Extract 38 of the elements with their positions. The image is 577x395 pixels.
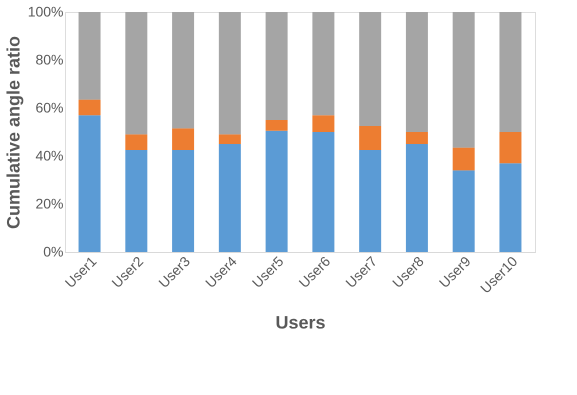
bar (452, 170, 475, 252)
bar (266, 120, 288, 131)
y-axis-title: Cumulative angle ratio (4, 36, 24, 230)
bar (172, 150, 194, 252)
bar (499, 163, 522, 252)
bar (78, 12, 101, 100)
bar (266, 130, 288, 252)
y-tick-label: 40% (35, 148, 64, 164)
bar (172, 12, 194, 128)
bar (452, 12, 475, 148)
bar (125, 150, 148, 252)
bar (359, 150, 382, 252)
bar (499, 132, 522, 164)
bar (312, 115, 334, 132)
bar (312, 12, 334, 116)
bar (218, 134, 241, 144)
bar (78, 100, 101, 116)
y-tick-label: 0% (43, 244, 64, 260)
y-tick-label: 100% (28, 4, 64, 20)
y-tick-label: 20% (35, 196, 64, 212)
bar (359, 126, 382, 150)
bar (452, 148, 475, 170)
bar (406, 144, 428, 252)
bar (172, 128, 194, 150)
bar (125, 12, 148, 134)
bar (218, 144, 241, 252)
bar (499, 12, 522, 132)
x-axis-title: Users (275, 312, 326, 332)
y-tick-label: 80% (35, 52, 64, 68)
bar (312, 132, 334, 252)
y-tick-label: 60% (35, 100, 64, 116)
bar (78, 115, 101, 252)
bar (359, 12, 382, 126)
bar (266, 12, 288, 120)
bar (125, 134, 148, 150)
bar (406, 12, 428, 132)
bar (406, 132, 428, 144)
bar (218, 12, 241, 134)
